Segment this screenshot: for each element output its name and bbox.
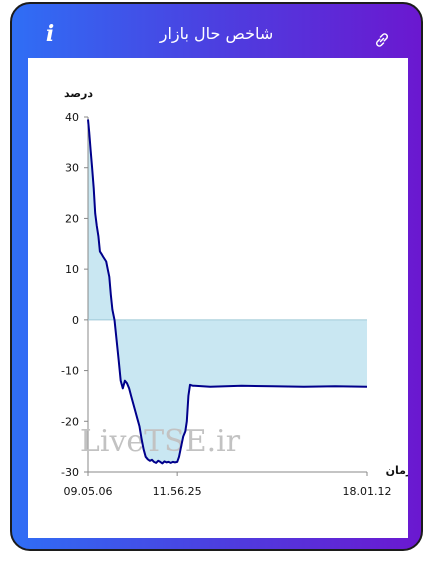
y-tick-label: -30 (61, 466, 79, 479)
x-tick-label: 09.05.06 (64, 485, 113, 498)
card-header: i شاخص حال بازار (12, 4, 421, 58)
y-tick-label: 30 (65, 162, 79, 175)
x-tick-label: 18.01.12 (343, 485, 392, 498)
market-index-chart: LiveTSE.ir درصد زمان 40 30 20 10 0 -10 -20 -30 0… (61, 87, 408, 498)
info-icon[interactable]: i (45, 21, 55, 47)
y-tick-label: 0 (72, 314, 79, 327)
series-area-fill (88, 119, 367, 464)
watermark: LiveTSE.ir (80, 424, 241, 459)
y-tick-label: 10 (65, 263, 79, 276)
link-icon[interactable] (373, 31, 391, 49)
series-line (87, 119, 368, 465)
page-title: شاخص حال بازار (159, 24, 274, 43)
y-tick-label: 20 (65, 212, 79, 225)
y-tick-label: -10 (61, 365, 79, 378)
chart-panel: LiveTSE.ir درصد زمان 40 30 20 10 0 -10 -20 -30 0… (28, 58, 408, 538)
market-status-card: i شاخص حال بازار LiveTSE.ir درصد زمان 40… (10, 2, 423, 551)
x-tick-label: 11.56.25 (153, 485, 202, 498)
y-tick-label: 40 (65, 111, 79, 124)
y-axis-label: درصد (64, 87, 93, 100)
x-axis-label: زمان (386, 464, 408, 477)
y-tick-label: -20 (61, 415, 79, 428)
